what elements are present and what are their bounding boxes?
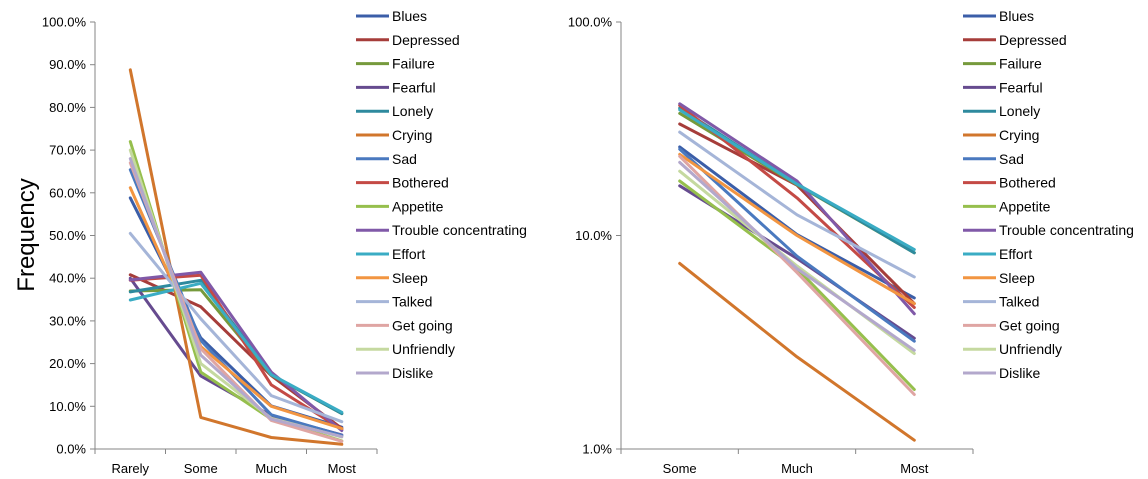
legend-label-bothered: Bothered (392, 175, 449, 191)
legend-label-crying: Crying (392, 127, 432, 143)
y-tick-label: 10.0% (575, 228, 612, 243)
legend-label-trouble-concentrating: Trouble concentrating (392, 222, 527, 238)
series-line-effort (128, 281, 344, 414)
y-tick-label: 0.0% (56, 442, 86, 457)
legend-label-dislike: Dislike (999, 365, 1040, 381)
x-tick-label: Some (184, 461, 218, 476)
x-tick-label: Rarely (111, 461, 149, 476)
series-line-crying (128, 68, 344, 446)
x-tick-label: Much (255, 461, 287, 476)
y-tick-label: 90.0% (49, 57, 86, 72)
series-line-sad (678, 147, 916, 343)
series-line-trouble-concentrating (678, 102, 916, 316)
legend-label-trouble-concentrating: Trouble concentrating (999, 222, 1134, 238)
series-line-get-going (128, 161, 344, 443)
y-tick-label: 40.0% (49, 271, 86, 286)
series-line-talked (678, 130, 916, 279)
y-tick-label: 50.0% (49, 228, 86, 243)
y-tick-label: 60.0% (49, 185, 86, 200)
legend-label-appetite: Appetite (999, 198, 1051, 214)
y-tick-label: 100.0% (568, 15, 613, 30)
y-tick-label: 20.0% (49, 356, 86, 371)
legend-label-bothered: Bothered (999, 175, 1056, 191)
legend-label-crying: Crying (999, 127, 1039, 143)
log-frequency-chart: 1.0% 10.0% 100.0% Some Much Most Blues Depresse… (568, 8, 1134, 476)
x-tick-label: Some (663, 461, 697, 476)
y-axis-title: Frequency (13, 178, 40, 291)
y-tick-label: 10.0% (49, 399, 86, 414)
y-tick-label: 70.0% (49, 143, 86, 158)
legend-label-fearful: Fearful (999, 79, 1043, 95)
legend-label-dislike: Dislike (392, 365, 433, 381)
y-tick-label: 80.0% (49, 100, 86, 115)
legend-label-failure: Failure (999, 56, 1042, 72)
legend-label-failure: Failure (392, 56, 435, 72)
legend-label-unfriendly: Unfriendly (392, 341, 455, 357)
series-line-lonely (128, 278, 344, 416)
legend-label-sad: Sad (999, 151, 1024, 167)
legend-label-sad: Sad (392, 151, 417, 167)
y-tick-label: 100.0% (42, 15, 87, 30)
legend-label-sleep: Sleep (392, 270, 428, 286)
legend-label-get-going: Get going (392, 317, 453, 333)
series-line-sleep (678, 152, 916, 306)
x-tick-label: Most (900, 461, 929, 476)
legend-label-get-going: Get going (999, 317, 1060, 333)
series-line-trouble-concentrating (128, 270, 344, 433)
linear-frequency-chart: 0.0% 10.0% 20.0% 30.0% 40.0% 50.0% 60.0% 70.0% 8… (13, 8, 527, 476)
legend-label-depressed: Depressed (392, 32, 460, 48)
series-line-dislike (678, 160, 916, 352)
legend-label-lonely: Lonely (999, 103, 1040, 119)
legend-label-effort: Effort (392, 246, 425, 262)
legend-label-effort: Effort (999, 246, 1032, 262)
series-line-crying (678, 261, 916, 442)
series-line-dislike (128, 157, 344, 439)
legend-label-fearful: Fearful (392, 79, 436, 95)
legend-label-depressed: Depressed (999, 32, 1067, 48)
x-tick-label: Much (781, 461, 813, 476)
legend-label-talked: Talked (392, 294, 432, 310)
legend-label-sleep: Sleep (999, 270, 1035, 286)
y-tick-label: 30.0% (49, 313, 86, 328)
legend-label-blues: Blues (999, 8, 1034, 24)
legend-label-blues: Blues (392, 8, 427, 24)
legend-label-talked: Talked (999, 294, 1039, 310)
y-tick-label: 1.0% (582, 442, 612, 457)
legend: Blues Depressed Failure Fearful Lonely Crying… (963, 8, 1134, 381)
series-line-talked (128, 231, 344, 424)
series-line-sleep (128, 186, 344, 430)
legend: Blues Depressed Failure Fearful Lonely Crying… (356, 8, 527, 381)
series-line-get-going (678, 154, 916, 396)
x-tick-label: Most (328, 461, 357, 476)
legend-label-unfriendly: Unfriendly (999, 341, 1062, 357)
series-line-effort (678, 108, 916, 251)
legend-label-lonely: Lonely (392, 103, 433, 119)
legend-label-appetite: Appetite (392, 198, 444, 214)
